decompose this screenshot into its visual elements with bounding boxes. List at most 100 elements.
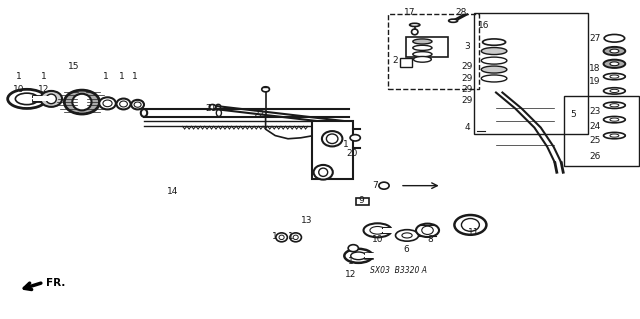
Ellipse shape: [610, 89, 619, 93]
Ellipse shape: [348, 245, 358, 252]
Text: 29: 29: [461, 74, 473, 83]
Ellipse shape: [413, 45, 432, 50]
Ellipse shape: [413, 56, 431, 62]
Ellipse shape: [481, 48, 507, 55]
Ellipse shape: [326, 134, 338, 144]
Text: 1: 1: [119, 72, 124, 81]
Ellipse shape: [481, 57, 507, 64]
Bar: [400, 58, 412, 67]
Text: 26: 26: [589, 152, 601, 161]
Ellipse shape: [449, 19, 458, 22]
Ellipse shape: [99, 97, 116, 109]
Bar: [406, 37, 448, 57]
Bar: [564, 96, 639, 166]
Ellipse shape: [610, 118, 619, 121]
Ellipse shape: [40, 91, 62, 107]
Ellipse shape: [610, 75, 619, 78]
Ellipse shape: [379, 182, 389, 189]
Ellipse shape: [46, 94, 56, 104]
Text: SX03  B3320 A: SX03 B3320 A: [370, 266, 427, 275]
Ellipse shape: [350, 135, 360, 141]
Text: 7: 7: [372, 181, 378, 189]
Text: 1: 1: [103, 72, 108, 81]
Ellipse shape: [604, 73, 625, 80]
Circle shape: [344, 249, 372, 263]
Text: 20: 20: [346, 149, 358, 158]
Ellipse shape: [120, 101, 127, 107]
Ellipse shape: [422, 226, 433, 234]
Text: 1: 1: [289, 232, 294, 241]
Text: 23: 23: [589, 107, 601, 116]
Text: 11: 11: [468, 228, 479, 237]
Text: 29: 29: [461, 63, 473, 71]
Ellipse shape: [276, 233, 287, 242]
Text: 17: 17: [404, 8, 415, 17]
Ellipse shape: [461, 219, 479, 231]
Ellipse shape: [290, 233, 301, 242]
Ellipse shape: [610, 104, 619, 107]
Text: 10: 10: [372, 235, 383, 244]
Text: 1: 1: [132, 72, 137, 81]
Ellipse shape: [314, 165, 333, 180]
Circle shape: [402, 233, 412, 238]
Text: 19: 19: [589, 77, 601, 86]
Bar: [383, 228, 394, 233]
Ellipse shape: [134, 102, 141, 107]
Text: 22: 22: [253, 110, 265, 119]
Text: 29: 29: [461, 85, 473, 94]
Ellipse shape: [410, 23, 420, 26]
Ellipse shape: [604, 116, 625, 123]
Bar: [356, 198, 369, 205]
Ellipse shape: [481, 66, 507, 73]
Text: 24: 24: [589, 122, 601, 130]
Text: 3: 3: [465, 42, 470, 51]
Ellipse shape: [72, 94, 92, 110]
Ellipse shape: [216, 104, 221, 109]
Text: 8: 8: [428, 235, 433, 244]
Ellipse shape: [416, 224, 439, 237]
Ellipse shape: [412, 29, 418, 35]
Ellipse shape: [454, 215, 486, 235]
Ellipse shape: [413, 39, 432, 44]
Text: 2: 2: [393, 56, 398, 65]
Text: FR.: FR.: [46, 278, 65, 288]
Ellipse shape: [610, 62, 619, 66]
Ellipse shape: [604, 102, 625, 108]
Text: 18: 18: [589, 64, 601, 73]
Ellipse shape: [319, 168, 328, 176]
Ellipse shape: [64, 90, 100, 114]
Text: 25: 25: [589, 137, 601, 145]
Bar: [388, 14, 479, 89]
Circle shape: [351, 252, 366, 260]
Ellipse shape: [131, 100, 144, 109]
Circle shape: [364, 223, 392, 237]
Text: 5: 5: [570, 110, 575, 119]
Circle shape: [15, 93, 38, 105]
Bar: [474, 13, 588, 134]
Ellipse shape: [116, 99, 131, 109]
Circle shape: [396, 230, 419, 241]
Text: 4: 4: [465, 123, 470, 132]
Text: 10: 10: [13, 85, 25, 94]
Ellipse shape: [413, 52, 432, 57]
Ellipse shape: [604, 34, 625, 42]
Text: 14: 14: [167, 187, 179, 196]
Text: 21: 21: [205, 104, 217, 113]
Text: 15: 15: [68, 63, 79, 71]
Ellipse shape: [610, 134, 619, 137]
Bar: [365, 253, 376, 258]
Circle shape: [8, 89, 46, 108]
Text: 1: 1: [273, 232, 278, 241]
Ellipse shape: [141, 109, 147, 117]
Ellipse shape: [103, 100, 112, 107]
Ellipse shape: [293, 235, 298, 240]
Text: 6: 6: [403, 245, 408, 254]
Text: 27: 27: [589, 34, 601, 43]
Text: 29: 29: [461, 96, 473, 105]
Ellipse shape: [216, 109, 221, 116]
Ellipse shape: [262, 87, 269, 92]
Text: 9: 9: [359, 197, 364, 205]
Bar: [33, 96, 49, 101]
Text: 1: 1: [348, 257, 353, 266]
Text: 12: 12: [38, 85, 49, 94]
